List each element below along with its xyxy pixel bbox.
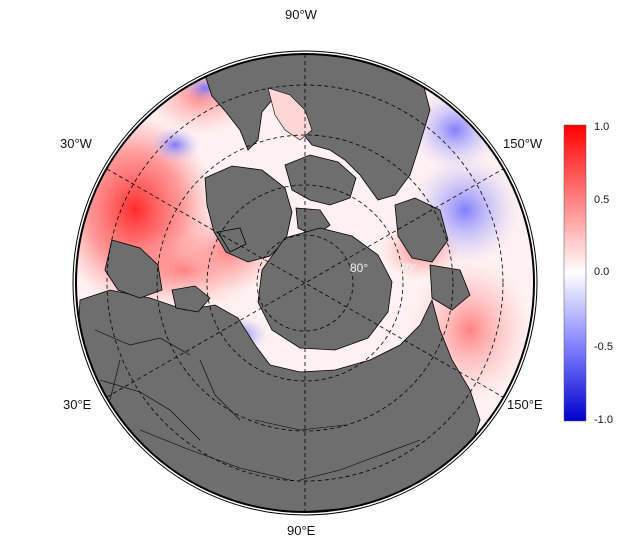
lon-label-upper-left: 30°W [60,136,92,151]
land-north-america [204,54,431,201]
colorbar-tick: -1.0 [594,414,613,426]
lon-label-bottom: 90°E [287,523,316,538]
colorbar-tick: -0.5 [594,341,613,353]
colorbar [563,124,587,422]
lon-label-lower-right: 150°E [507,397,543,412]
polar-cap [257,227,393,351]
land-masses [77,54,481,512]
map-boundary [75,53,535,513]
colorbar-tick: 0.5 [594,194,610,206]
graticule [106,54,504,512]
colorbar-tick: 0.0 [594,266,610,278]
lon-label-upper-right: 150°W [503,136,543,151]
lon-label-top: 90°W [285,7,317,22]
lat-label-80: 80° [350,261,369,275]
colorbar-tick: 1.0 [594,121,610,133]
lon-label-lower-left: 30°E [63,397,92,412]
lat-label-70: 70° [399,261,418,275]
